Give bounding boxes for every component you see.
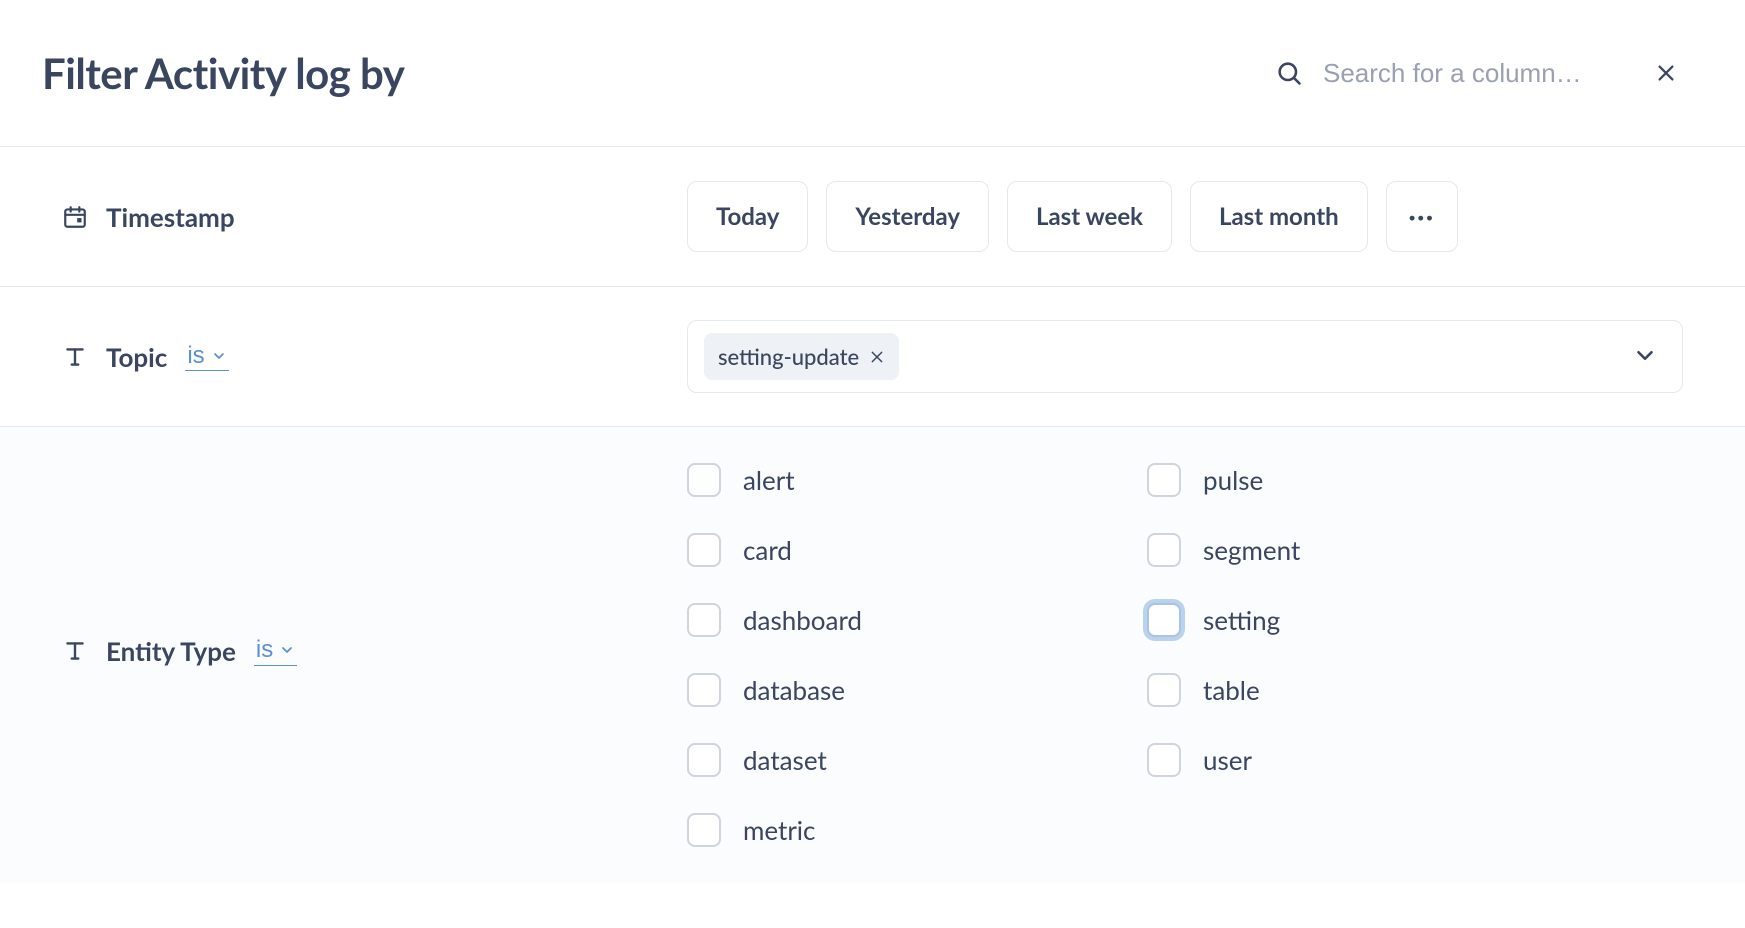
topic-operator-value: is (187, 342, 204, 371)
entity-type-option-label: user (1203, 744, 1252, 776)
topic-value-col: setting-update (687, 320, 1683, 393)
entity-type-checkbox-grid: alert card dashboard database dataset metric p… (687, 463, 1683, 847)
checkbox[interactable] (1147, 743, 1181, 777)
checkbox[interactable] (1147, 673, 1181, 707)
entity-type-option-alert[interactable]: alert (687, 463, 1027, 497)
entity-type-option-label: segment (1203, 534, 1300, 566)
entity-type-option-label: dashboard (743, 604, 862, 636)
checkbox[interactable] (1147, 533, 1181, 567)
entity-type-label-col: Entity Type is (62, 463, 687, 667)
search-icon (1275, 59, 1303, 87)
entity-type-option-label: pulse (1203, 464, 1263, 496)
page-title: Filter Activity log by (42, 48, 1275, 98)
topic-label-col: Topic is (62, 341, 687, 373)
entity-type-option-card[interactable]: card (687, 533, 1027, 567)
entity-type-option-pulse[interactable]: pulse (1147, 463, 1487, 497)
checkbox[interactable] (687, 813, 721, 847)
timestamp-quick-last-month[interactable]: Last month (1190, 181, 1368, 252)
entity-type-option-metric[interactable]: metric (687, 813, 1027, 847)
entity-type-option-label: metric (743, 814, 815, 846)
entity-type-option-user[interactable]: user (1147, 743, 1487, 777)
chevron-down-icon (211, 348, 227, 364)
topic-expand-button[interactable] (1628, 338, 1662, 375)
entity-type-option-label: setting (1203, 604, 1280, 636)
entity-type-value-col: alert card dashboard database dataset metric p… (687, 463, 1683, 847)
entity-type-option-label: card (743, 534, 792, 566)
column-search-input[interactable] (1321, 57, 1631, 90)
timestamp-quick-last-week[interactable]: Last week (1007, 181, 1172, 252)
filter-row-timestamp: Timestamp Today Yesterday Last week Last mo… (0, 146, 1745, 286)
timestamp-value-col: Today Yesterday Last week Last month ··· (687, 181, 1683, 252)
topic-label: Topic (106, 341, 167, 373)
chevron-down-icon (1632, 342, 1658, 368)
topic-operator-select[interactable]: is (185, 342, 228, 372)
timestamp-label: Timestamp (106, 201, 235, 233)
entity-type-column: alert card dashboard database dataset metric (687, 463, 1027, 847)
entity-type-option-label: table (1203, 674, 1260, 706)
checkbox[interactable] (687, 673, 721, 707)
calendar-icon (62, 204, 88, 230)
entity-type-option-setting[interactable]: setting (1147, 603, 1487, 637)
checkbox[interactable] (687, 533, 721, 567)
entity-type-column: pulse segment setting table user (1147, 463, 1487, 847)
timestamp-quick-today[interactable]: Today (687, 181, 808, 252)
filter-header: Filter Activity log by (0, 0, 1745, 146)
filter-row-topic: Topic is setting-update (0, 286, 1745, 426)
topic-chip: setting-update (704, 333, 899, 380)
topic-chip-label: setting-update (718, 343, 859, 370)
entity-type-option-label: alert (743, 464, 795, 496)
entity-type-option-label: dataset (743, 744, 827, 776)
checkbox[interactable] (1147, 463, 1181, 497)
checkbox[interactable] (687, 463, 721, 497)
entity-type-option-dataset[interactable]: dataset (687, 743, 1027, 777)
entity-type-option-dashboard[interactable]: dashboard (687, 603, 1027, 637)
timestamp-quick-yesterday[interactable]: Yesterday (826, 181, 989, 252)
timestamp-label-col: Timestamp (62, 201, 687, 233)
text-icon (62, 638, 88, 664)
checkbox[interactable] (687, 743, 721, 777)
timestamp-more-button[interactable]: ··· (1386, 181, 1458, 252)
entity-type-label: Entity Type (106, 635, 236, 667)
entity-type-operator-select[interactable]: is (254, 636, 297, 666)
search-wrap (1275, 56, 1683, 90)
close-button[interactable] (1649, 56, 1683, 90)
timestamp-quick-buttons: Today Yesterday Last week Last month ··· (687, 181, 1683, 252)
entity-type-operator-value: is (256, 636, 273, 665)
chevron-down-icon (279, 642, 295, 658)
entity-type-option-table[interactable]: table (1147, 673, 1487, 707)
entity-type-option-segment[interactable]: segment (1147, 533, 1487, 567)
filter-row-entity-type: Entity Type is alert card dashboard databas… (0, 426, 1745, 883)
topic-tag-input[interactable]: setting-update (687, 320, 1683, 393)
entity-type-option-database[interactable]: database (687, 673, 1027, 707)
checkbox[interactable] (1147, 603, 1181, 637)
entity-type-option-label: database (743, 674, 845, 706)
chip-remove-button[interactable] (869, 349, 885, 365)
text-icon (62, 344, 88, 370)
checkbox[interactable] (687, 603, 721, 637)
